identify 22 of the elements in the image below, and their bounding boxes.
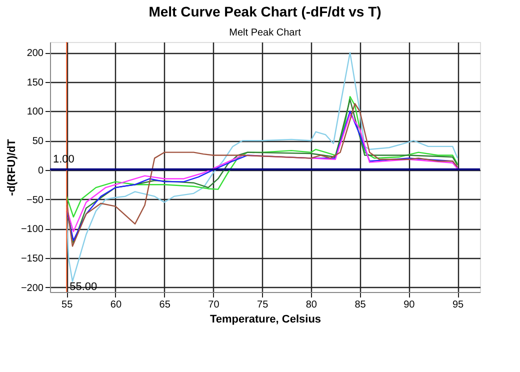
y-tick-label: −200 bbox=[20, 282, 44, 294]
chart-title: Melt Curve Peak Chart (-dF/dt vs T) bbox=[148, 4, 382, 20]
x-tick-label: 85 bbox=[354, 300, 366, 310]
y-tick-label: 100 bbox=[26, 106, 44, 118]
x-axis-title: Temperature, Celsius bbox=[210, 314, 322, 326]
x-tick-label: 95 bbox=[452, 300, 464, 310]
y-tick-label: −150 bbox=[20, 253, 44, 264]
y-tick-label: 0 bbox=[38, 165, 44, 176]
x-tick-label: 90 bbox=[404, 300, 416, 310]
y-tick-label: −100 bbox=[20, 224, 44, 236]
y-axis-title: -d(RFU)/dT bbox=[6, 138, 18, 196]
x-tick-label: 55 bbox=[62, 300, 74, 310]
x-tick-label: 75 bbox=[257, 300, 269, 310]
y-tick-label: 150 bbox=[26, 77, 44, 88]
y-tick-label: 50 bbox=[32, 136, 44, 148]
y-tick-label: 200 bbox=[26, 48, 44, 60]
y-tick-label: −50 bbox=[26, 194, 44, 206]
x-tick-label: 80 bbox=[306, 300, 318, 310]
x-tick-label: 60 bbox=[110, 300, 122, 310]
chart-subtitle: Melt Peak Chart bbox=[229, 28, 302, 38]
x-tick-label: 70 bbox=[208, 300, 220, 310]
x-tick-label: 65 bbox=[159, 300, 171, 310]
